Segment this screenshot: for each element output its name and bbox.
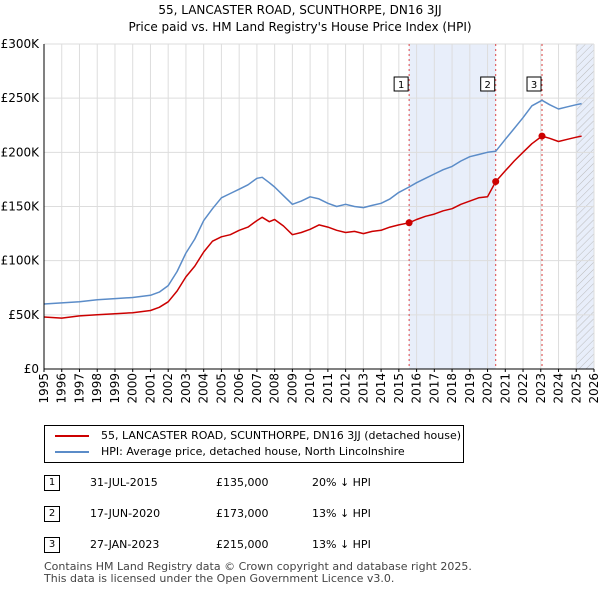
chart-title-address: 55, LANCASTER ROAD, SCUNTHORPE, DN16 3JJ (158, 3, 442, 17)
legend-label-hpi: HPI: Average price, detached house, Nort… (101, 445, 405, 458)
sale-point-2 (492, 178, 500, 186)
legend-swatch-property (55, 435, 89, 437)
transaction-number-badge: 3 (44, 537, 60, 553)
footer-copyright: Contains HM Land Registry data © Crown c… (44, 560, 472, 573)
x-tick-label: 2000 (126, 373, 140, 404)
x-tick-label: 2022 (516, 373, 530, 404)
x-tick-label: 2023 (534, 373, 548, 404)
transaction-number-badge: 1 (44, 475, 60, 491)
x-tick-label: 2010 (303, 373, 317, 404)
legend-label-property: 55, LANCASTER ROAD, SCUNTHORPE, DN16 3JJ… (101, 429, 462, 442)
legend-swatch-hpi (55, 451, 89, 453)
svg-text:3: 3 (531, 80, 537, 91)
x-tick-label: 2017 (427, 373, 441, 404)
y-tick-label: £50K (8, 308, 40, 322)
x-tick-label: 2011 (321, 373, 335, 404)
legend-item-hpi: HPI: Average price, detached house, Nort… (45, 444, 461, 460)
marker-3-label: 3 (526, 76, 542, 92)
x-tick-label: 2013 (356, 373, 370, 404)
x-tick-label: 2009 (285, 373, 299, 404)
y-tick-label: £300K (1, 37, 41, 51)
x-tick-label: 2016 (410, 373, 424, 404)
transaction-price: £173,000 (216, 507, 269, 520)
transaction-row: 2 17-JUN-2020 £173,000 13% ↓ HPI (0, 505, 600, 523)
transaction-row: 1 31-JUL-2015 £135,000 20% ↓ HPI (0, 474, 600, 492)
x-tick-label: 2018 (445, 373, 459, 404)
y-tick-label: £200K (1, 145, 41, 159)
series-hpi-line (43, 99, 582, 305)
transaction-date: 31-JUL-2015 (90, 476, 158, 489)
series-property-line (43, 135, 582, 319)
transaction-price: £135,000 (216, 476, 269, 489)
transaction-hpi-diff: 13% ↓ HPI (312, 538, 371, 551)
transaction-row: 3 27-JAN-2023 £215,000 13% ↓ HPI (0, 536, 600, 554)
x-tick-label: 2008 (268, 373, 282, 404)
sale-point-1 (405, 219, 413, 227)
x-tick-label: 2014 (374, 373, 388, 404)
y-tick-label: £100K (1, 254, 41, 268)
footer-licence: This data is licensed under the Open Gov… (44, 572, 395, 585)
x-tick-label: 2020 (481, 373, 495, 404)
svg-text:2: 2 (485, 80, 491, 91)
chart-subtitle: Price paid vs. HM Land Registry's House … (128, 20, 472, 34)
x-tick-label: 2007 (250, 373, 264, 404)
x-tick-label: 1999 (108, 373, 122, 404)
x-tick-label: 2025 (569, 373, 583, 404)
marker-2-label: 2 (480, 76, 496, 92)
transaction-hpi-diff: 20% ↓ HPI (312, 476, 371, 489)
y-tick-label: £150K (1, 200, 41, 214)
y-tick-label: £250K (1, 91, 41, 105)
svg-text:1: 1 (398, 80, 404, 91)
x-tick-label: 2024 (552, 373, 566, 404)
y-tick-label: £0 (24, 362, 39, 376)
transaction-date: 17-JUN-2020 (90, 507, 161, 520)
marker-1-label: 1 (393, 76, 409, 92)
x-tick-label: 2006 (232, 373, 246, 404)
x-tick-label: 1998 (90, 373, 104, 404)
x-tick-label: 2005 (214, 373, 228, 404)
legend-item-property: 55, LANCASTER ROAD, SCUNTHORPE, DN16 3JJ… (45, 428, 461, 444)
x-tick-label: 2019 (463, 373, 477, 404)
x-tick-label: 2021 (498, 373, 512, 404)
transaction-number-badge: 2 (44, 506, 60, 522)
x-tick-label: 2012 (339, 373, 353, 404)
x-tick-label: 2026 (587, 373, 600, 404)
x-tick-label: 2004 (197, 373, 211, 404)
x-tick-label: 2015 (392, 373, 406, 404)
transaction-date: 27-JAN-2023 (90, 538, 160, 551)
chart-legend: 55, LANCASTER ROAD, SCUNTHORPE, DN16 3JJ… (44, 425, 464, 463)
x-tick-label: 1997 (72, 373, 86, 404)
x-tick-label: 2003 (179, 373, 193, 404)
x-tick-label: 1996 (55, 373, 69, 404)
transaction-price: £215,000 (216, 538, 269, 551)
transaction-hpi-diff: 13% ↓ HPI (312, 507, 371, 520)
sale-point-3 (538, 132, 546, 140)
x-tick-label: 1995 (37, 373, 51, 404)
x-tick-label: 2002 (161, 373, 175, 404)
price-chart: 1 2 3 £0 £50K £100K £150K £200K £250K £300K 1995 19… (1, 37, 600, 404)
x-tick-label: 2001 (143, 373, 157, 404)
